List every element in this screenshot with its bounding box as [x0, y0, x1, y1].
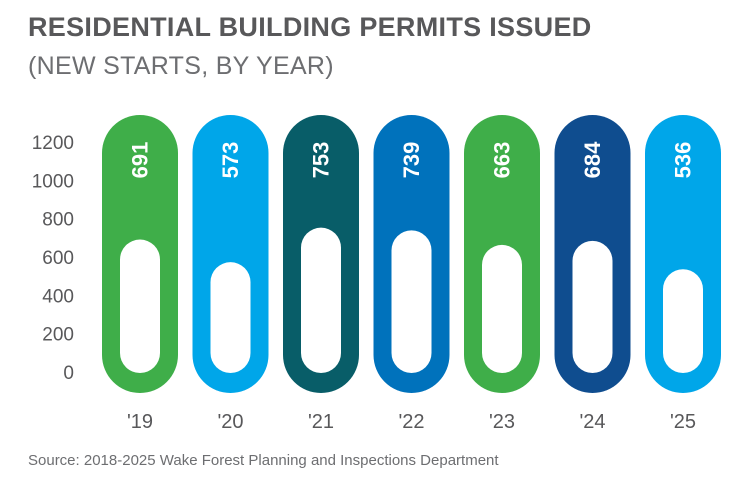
- source-note: Source: 2018-2025 Wake Forest Planning a…: [28, 452, 499, 469]
- x-tick-label: '22: [398, 411, 424, 433]
- x-axis: '19 '20 '21 '22 '23 '24 '25: [127, 411, 696, 433]
- y-tick-label: 800: [42, 210, 74, 231]
- bar-group: 691: [102, 115, 178, 393]
- bar-value-label: 753: [309, 142, 334, 179]
- bar-value-fill: [210, 262, 251, 373]
- y-tick-label: 400: [42, 286, 74, 307]
- bar-value-fill: [482, 244, 522, 373]
- bar-group: 684: [554, 115, 631, 393]
- y-tick-label: 1000: [32, 171, 74, 192]
- y-axis: 0 200 400 600 800 1000 1200: [32, 133, 74, 384]
- y-tick-label: 0: [63, 363, 74, 384]
- y-tick-label: 1200: [32, 133, 74, 154]
- bar-value-fill: [120, 239, 160, 373]
- chart-title: RESIDENTIAL BUILDING PERMITS ISSUED: [28, 12, 592, 42]
- bar-group: 573: [192, 115, 269, 393]
- x-tick-label: '21: [308, 411, 334, 433]
- bar-value-label: 663: [490, 142, 515, 179]
- bar-value-label: 684: [580, 141, 605, 178]
- bars: 691 573 753 739 663 684 536: [102, 115, 721, 393]
- bar-value-fill: [301, 227, 341, 373]
- bar-value-label: 573: [218, 142, 243, 179]
- bar-group: 753: [283, 115, 359, 393]
- x-tick-label: '25: [670, 411, 696, 433]
- bar-group: 663: [464, 115, 540, 393]
- bar-value-label: 691: [128, 142, 153, 179]
- bar-group: 739: [373, 115, 450, 393]
- x-tick-label: '20: [217, 411, 243, 433]
- x-tick-label: '23: [489, 411, 515, 433]
- x-tick-label: '24: [579, 411, 605, 433]
- bar-value-fill: [572, 240, 613, 373]
- x-tick-label: '19: [127, 411, 153, 433]
- bar-value-label: 536: [671, 142, 696, 179]
- y-tick-label: 600: [42, 248, 74, 269]
- bar-value-label: 739: [399, 142, 424, 179]
- y-tick-label: 200: [42, 325, 74, 346]
- bar-group: 536: [645, 115, 721, 393]
- chart-subtitle: (NEW STARTS, BY YEAR): [28, 52, 334, 80]
- bar-value-fill: [663, 269, 703, 373]
- bar-value-fill: [391, 230, 432, 373]
